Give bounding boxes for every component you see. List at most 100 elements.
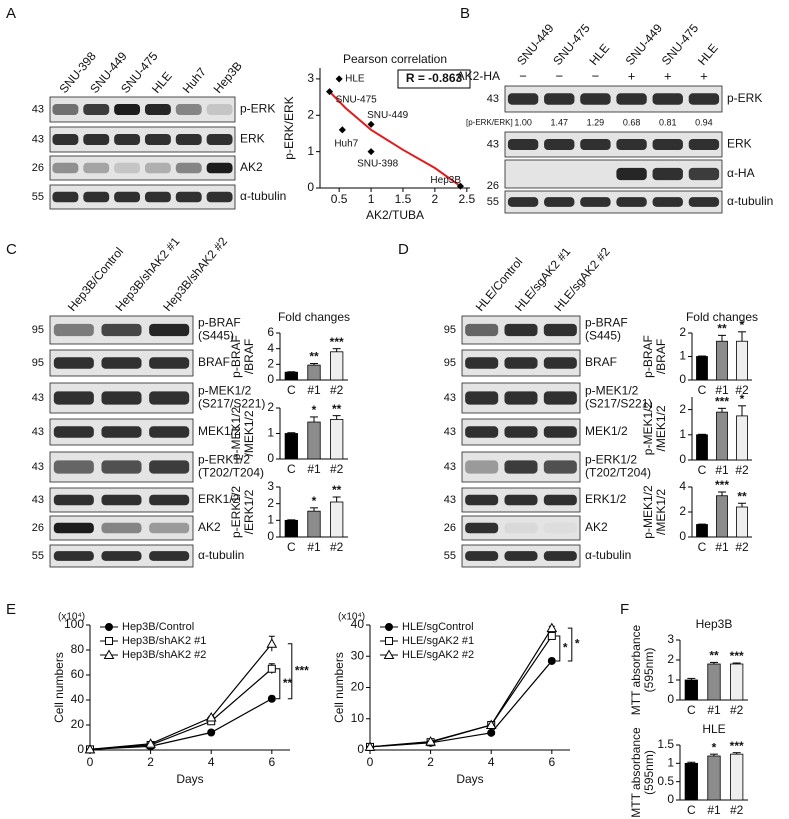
blot-band: [101, 391, 142, 405]
protein-label: α-HA: [727, 166, 755, 180]
mw-label: 55: [444, 550, 456, 562]
blot-band: [504, 460, 538, 474]
blot-band: [507, 197, 539, 207]
blot-band: [543, 323, 577, 337]
panel-label: C: [6, 241, 17, 258]
blot-band: [175, 191, 202, 203]
error-bar: [718, 334, 726, 342]
y-tick-label: 0: [357, 742, 364, 756]
protein-label: (S445): [585, 329, 621, 343]
blot-band: [53, 357, 94, 369]
blot-strip: [504, 85, 723, 113]
fit-line: [328, 90, 462, 187]
bar: [284, 371, 298, 381]
y-tick-label: 1: [307, 144, 314, 158]
significance-bracket: [275, 668, 281, 700]
protein-label: BRAF: [198, 355, 230, 369]
protein-label: MEK1/2: [198, 424, 241, 438]
blot-band: [83, 104, 110, 115]
y-tick-label: 3: [667, 632, 674, 646]
unit-label: (x10⁴): [58, 612, 85, 623]
protein-label: α-tubulin: [727, 194, 773, 208]
y-tick-label: 1: [267, 513, 274, 527]
blot-band: [53, 426, 94, 438]
point: [335, 75, 343, 83]
bar: [330, 351, 344, 381]
x-tick-label: C: [698, 540, 707, 554]
mw-label: 95: [32, 324, 44, 336]
blot-band: [688, 93, 720, 105]
y-tick-label: 0: [267, 451, 274, 465]
protein-label: p-MEK1/2: [198, 384, 252, 398]
lane-label: SNU-449: [514, 21, 557, 68]
y-tick-label: 1: [679, 349, 686, 363]
point-label: SNU-398: [357, 158, 399, 169]
protein-label: p-ERK: [727, 91, 762, 105]
y-tick-label: 10: [351, 711, 365, 725]
bar: [307, 510, 321, 538]
x-tick-label: #2: [330, 383, 344, 397]
x-tick-label: C: [287, 540, 296, 554]
treatment-sign: +: [628, 68, 636, 83]
protein-label: AK2: [240, 160, 263, 174]
x-tick-label: #1: [715, 463, 729, 477]
x-tick-label: C: [687, 803, 696, 817]
blot-band: [543, 426, 577, 438]
blot-band: [101, 357, 142, 369]
blot-band: [465, 460, 499, 474]
significance-bracket: [567, 627, 573, 662]
mw-label: 26: [32, 162, 44, 174]
error-bar: [310, 507, 318, 512]
lane-label: HLE: [149, 69, 175, 96]
y-tick-label: 4: [267, 341, 274, 355]
bar: [330, 419, 344, 460]
protein-label: BRAF: [585, 355, 617, 369]
blot-band: [688, 197, 720, 207]
blot-band: [101, 522, 142, 534]
x-axis-label: Days: [176, 772, 203, 786]
protein-label: α-tubulin: [585, 548, 631, 562]
blot-band: [504, 391, 538, 405]
marker: [485, 719, 497, 729]
mw-label: 43: [487, 138, 499, 150]
protein-label: ERK1/2: [585, 492, 627, 506]
mw-label: 43: [32, 392, 44, 404]
y-tick-label: 0: [267, 529, 274, 543]
blot-band: [149, 460, 190, 474]
significance: **: [709, 649, 719, 663]
protein-label: AK2: [585, 520, 608, 534]
bar: [716, 340, 728, 381]
bar: [696, 356, 708, 381]
blot-strip: [504, 159, 723, 189]
y-tick-label: 0.5: [657, 774, 674, 788]
y-axis-label: /MEK1/2: [654, 405, 668, 451]
panel-label: F: [620, 601, 629, 618]
blot-band: [114, 134, 141, 145]
quant-value: 0.81: [659, 117, 677, 127]
lane-label: Huh7: [180, 65, 209, 96]
series-line: [369, 627, 553, 748]
significance: **: [332, 483, 342, 497]
x-tick-label: #1: [715, 540, 729, 554]
mw-label: 43: [32, 426, 44, 438]
protein-label: p-BRAF: [585, 316, 628, 330]
significance: *: [312, 494, 317, 508]
error-bar: [687, 677, 696, 680]
y-axis-label: p-MEK1/2: [641, 401, 655, 455]
blot-band: [114, 191, 141, 203]
marker: [425, 736, 436, 746]
chart-title: Fold changes: [686, 310, 758, 324]
bar: [284, 433, 298, 460]
error-bar: [732, 662, 741, 664]
blot-band: [504, 426, 538, 438]
blot-band: [544, 523, 577, 534]
y-tick-label: 1: [267, 426, 274, 440]
point-label: SNU-475: [336, 94, 378, 105]
annotation: R = -0.863: [406, 71, 463, 85]
panel-label: E: [6, 601, 16, 618]
panel-label: D: [398, 241, 409, 258]
treatment-sign: −: [519, 68, 527, 83]
blot-band: [206, 191, 233, 203]
blot-band: [465, 551, 499, 561]
